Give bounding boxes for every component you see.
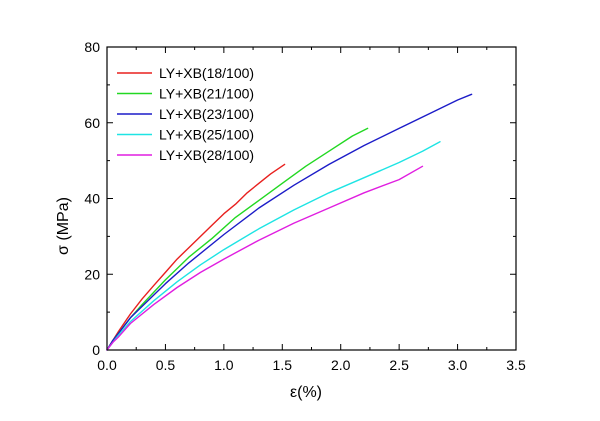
x-tick-label: 1.5 [273, 357, 293, 373]
y-tick-label: 20 [84, 266, 100, 282]
series-layer [106, 93, 473, 351]
y-axis-title: σ (MPa) [55, 197, 72, 255]
legend-label-3: LY+XB(23/100) [159, 106, 254, 122]
x-tick-label: 2.5 [389, 357, 409, 373]
x-tick-label: 3.0 [448, 357, 468, 373]
legend-label-1: LY+XB(18/100) [159, 65, 254, 81]
series-line-3 [106, 93, 473, 351]
y-tick-label: 80 [84, 39, 100, 55]
x-axis-title: ε(%) [290, 384, 322, 401]
series-line-5 [106, 165, 424, 351]
x-tick-label: 0.5 [156, 357, 176, 373]
legend-label-5: LY+XB(28/100) [159, 147, 254, 163]
series-line-1 [106, 163, 286, 351]
x-tick-label: 1.0 [214, 357, 234, 373]
x-tick-label: 0.0 [97, 357, 117, 373]
legend-label-2: LY+XB(21/100) [159, 86, 254, 102]
y-tick-label: 60 [84, 115, 100, 131]
series-line-4 [106, 140, 441, 351]
x-tick-label: 2.0 [331, 357, 351, 373]
legend-label-4: LY+XB(25/100) [159, 127, 254, 143]
legend: LY+XB(18/100) LY+XB(21/100) LY+XB(23/100) L… [117, 65, 254, 163]
y-tick-label: 0 [92, 342, 100, 358]
x-tick-label: 3.5 [506, 357, 526, 373]
tick-layer: 0.0 0.5 1.0 1.5 2.0 2.5 3.0 3.5 0 20 40 60 80 [84, 39, 526, 373]
y-tick-label: 40 [84, 191, 100, 207]
